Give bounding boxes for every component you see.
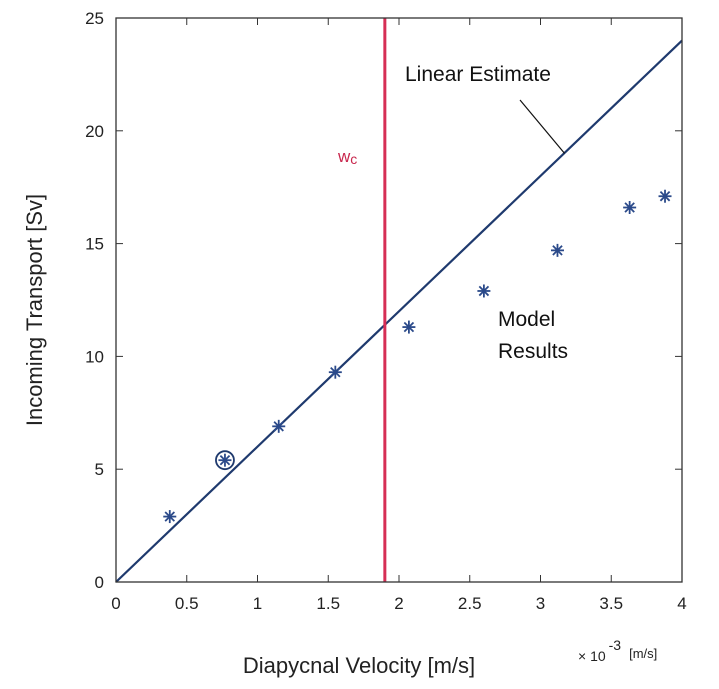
plot-layer (115, 18, 683, 583)
x-tick-label: 3 (536, 594, 545, 613)
x-tick-label: 2 (394, 594, 403, 613)
wc-label: wc (337, 147, 357, 167)
asterisk-stroke (403, 321, 415, 333)
linear-estimate-label: Linear Estimate (405, 63, 551, 86)
x-scale-multiplier: × 10-3 [m/s] (578, 637, 657, 664)
model-result-point (272, 419, 286, 433)
axis-ticks: 0 0.5 1 1.5 2 2.5 3 3.5 4 0 5 10 15 20 25 (85, 9, 687, 613)
asterisk-stroke (164, 511, 176, 522)
y-tick-label: 25 (85, 9, 104, 28)
asterisk-stroke (330, 366, 341, 378)
linear-estimate-leader (519, 99, 566, 154)
x-tick-label: 0.5 (175, 594, 199, 613)
asterisk-stroke (659, 190, 671, 202)
x-scale-base: × 10 (578, 648, 606, 664)
asterisk-stroke (624, 202, 635, 213)
model-result-point (402, 320, 416, 334)
model-result-point (550, 243, 564, 257)
x-tick-label: 3.5 (599, 594, 623, 613)
model-result-point (477, 284, 491, 298)
model-result-point (658, 189, 672, 203)
model-result-point (218, 453, 232, 467)
wc-label-sub: c (350, 151, 357, 167)
chart-marks (163, 189, 672, 524)
x-scale-exponent: -3 (609, 637, 622, 653)
y-tick-label: 15 (85, 235, 104, 254)
asterisk-stroke (219, 454, 231, 466)
y-tick-label: 10 (85, 347, 104, 366)
x-tick-label: 1.5 (316, 594, 340, 613)
x-scale-unit: [m/s] (629, 646, 657, 661)
model-result-point (328, 365, 342, 379)
linear-estimate-line (115, 39, 683, 583)
y-tick-label: 0 (95, 573, 104, 592)
asterisk-stroke (552, 245, 563, 256)
asterisk-stroke (478, 285, 490, 297)
wc-label-main: w (337, 147, 351, 166)
y-axis-title: Incoming Transport [Sv] (22, 194, 47, 426)
asterisk-stroke (273, 421, 284, 432)
x-tick-label: 1 (253, 594, 262, 613)
model-result-point (163, 510, 177, 524)
x-tick-label: 2.5 (458, 594, 482, 613)
y-tick-label: 5 (95, 460, 104, 479)
model-results-label-line1: Model (498, 308, 555, 331)
x-axis-title: Diapycnal Velocity [m/s] (243, 653, 475, 678)
x-tick-label: 4 (677, 594, 686, 613)
highlighted-point-circle (215, 450, 235, 471)
model-results-label-line2: Results (498, 340, 568, 363)
y-tick-label: 20 (85, 122, 104, 141)
x-tick-label: 0 (111, 594, 120, 613)
model-result-point (623, 201, 637, 215)
